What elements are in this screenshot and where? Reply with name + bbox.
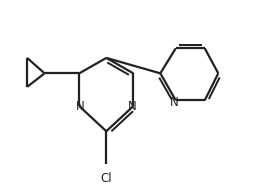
Text: N: N <box>169 96 178 109</box>
Text: Cl: Cl <box>100 172 112 185</box>
Text: N: N <box>128 100 137 113</box>
Text: N: N <box>76 100 85 113</box>
